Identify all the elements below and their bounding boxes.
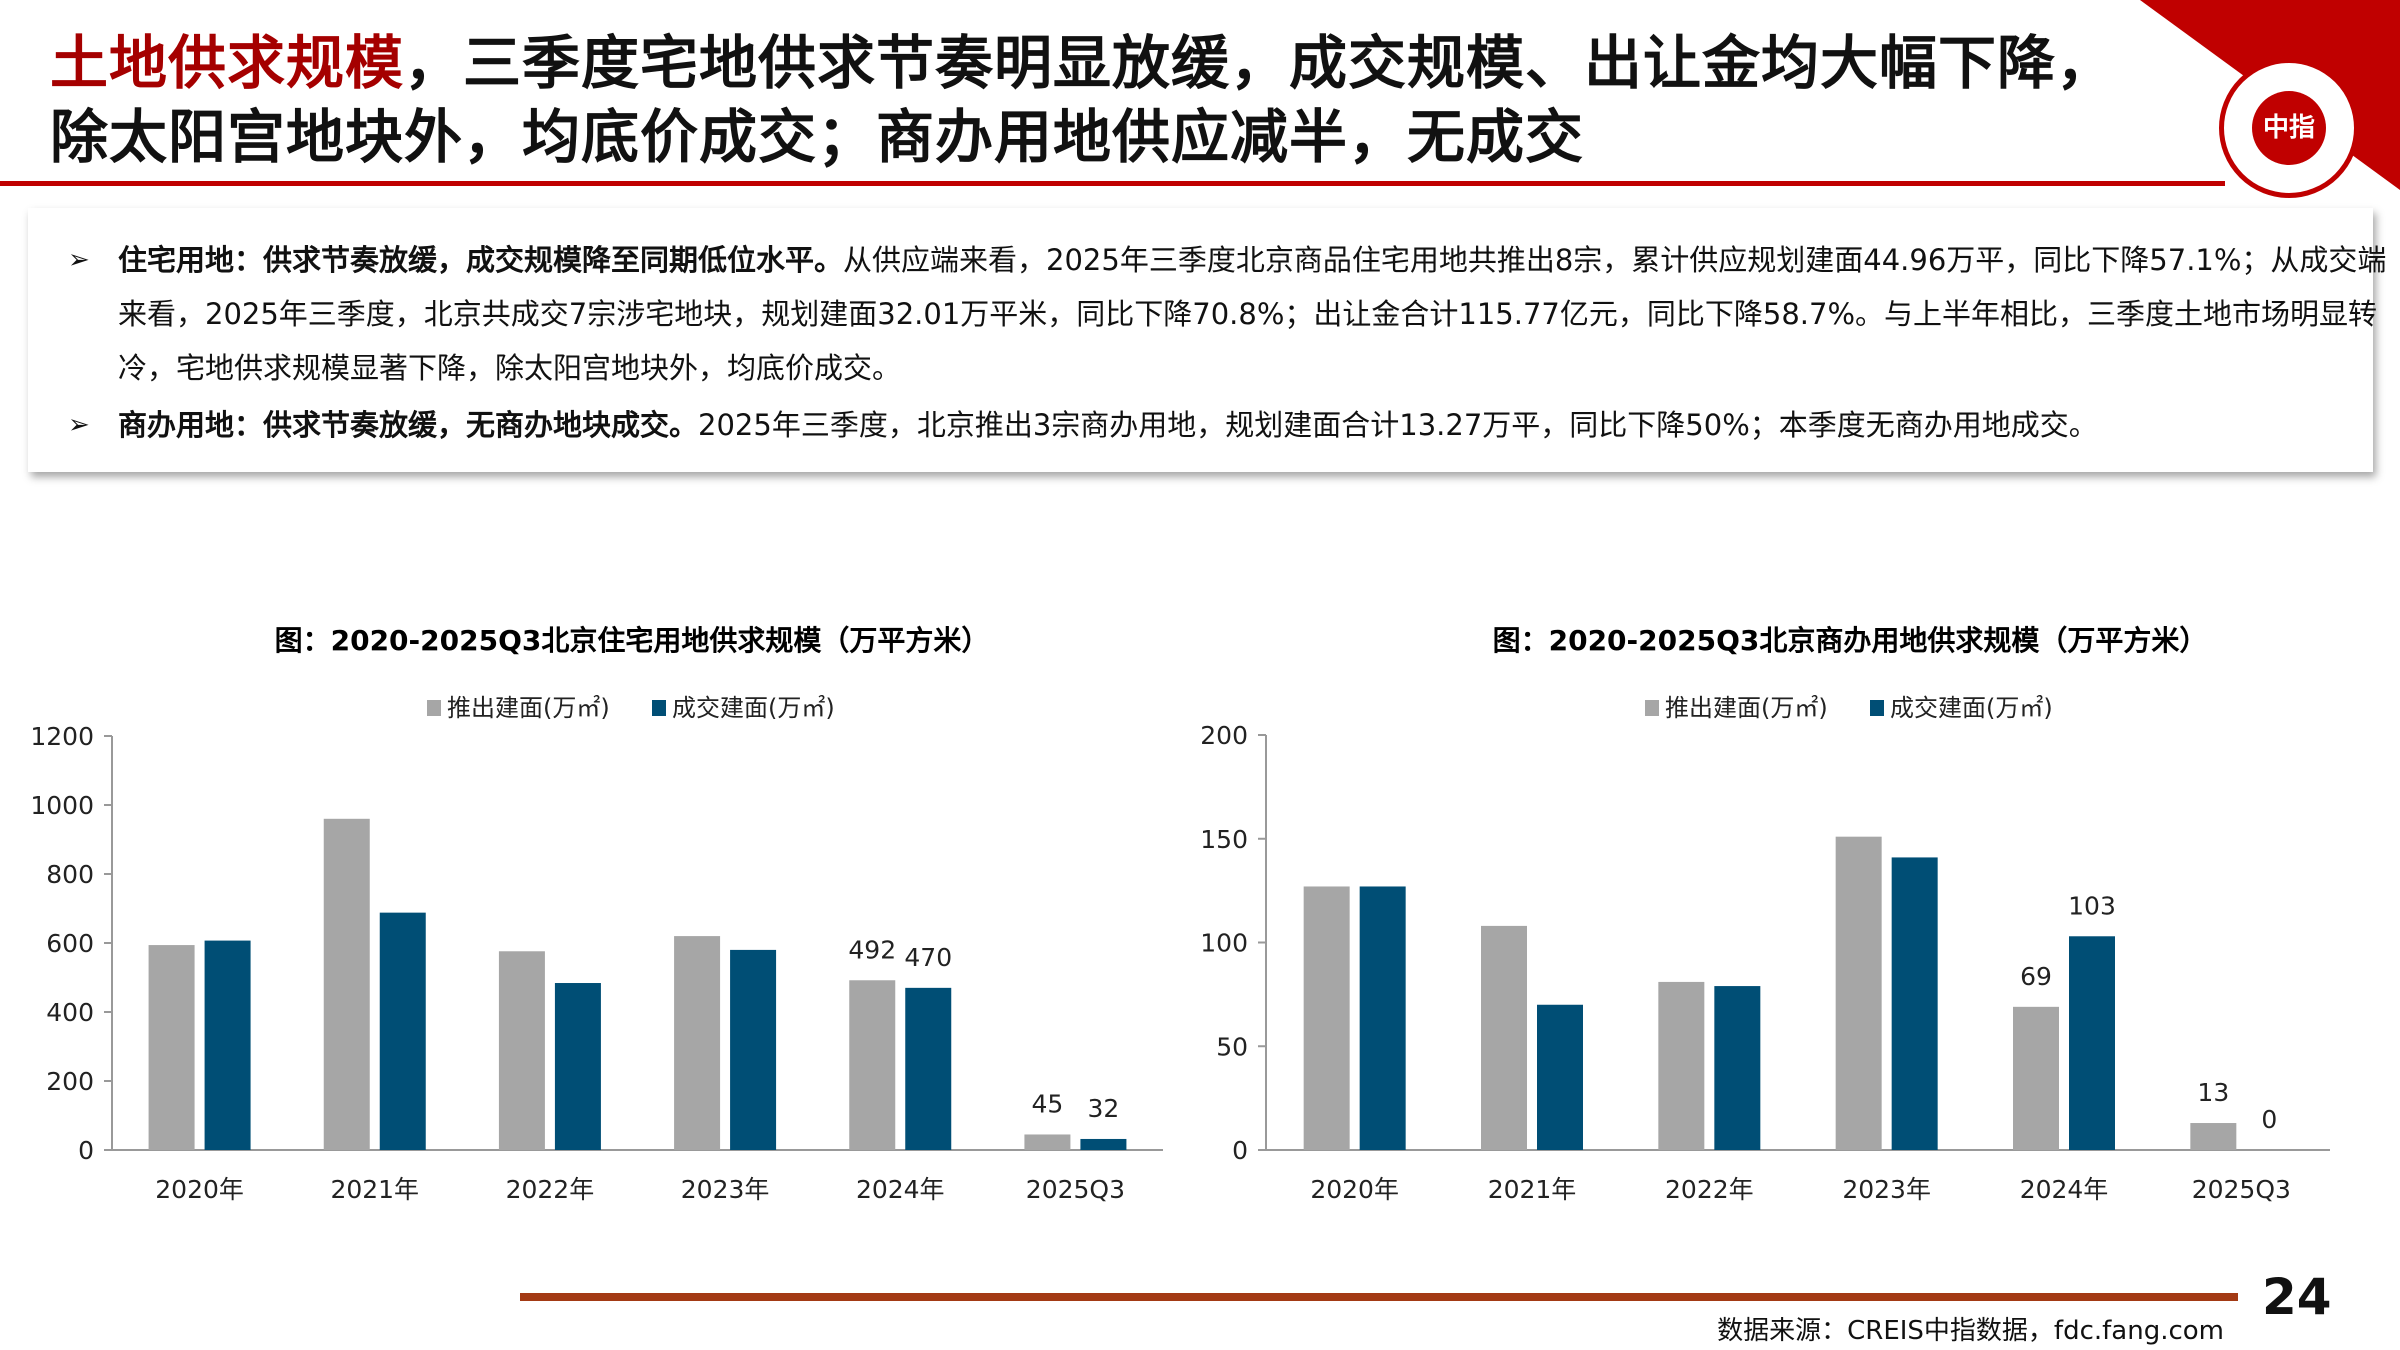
bar [379,912,426,1150]
bar [2069,936,2115,1150]
bullet-text: 从供应端来看，2025年三季度北京商品住宅用地共推出8宗，累计供应规划建面44.… [118,243,2387,385]
y-tick-label: 0 [78,1136,94,1165]
bar [204,940,251,1150]
bar [554,983,601,1150]
bar [1714,986,1761,1150]
arrow-bullet-icon: ➢ [68,245,90,275]
data-label: 45 [1032,1089,1064,1118]
x-tick-label: 2025Q3 [2192,1175,2291,1204]
page-number: 24 [2262,1268,2332,1326]
commercial-land-chart: 图：2020-2025Q3北京商办用地供求规模（万平方米） 推出建面(万㎡) 成交建… [1200,624,2330,1204]
bar [1359,886,1406,1150]
bar [498,951,545,1150]
x-tick-label: 2024年 [2020,1175,2109,1204]
bar [148,945,195,1150]
x-tick-label: 2022年 [506,1175,595,1204]
data-label: 13 [2197,1078,2229,1107]
legend-label: 成交建面(万㎡) [672,694,835,722]
bar [1537,1004,1583,1150]
x-tick-label: 2025Q3 [1026,1175,1125,1204]
bullet-heading: 住宅用地：供求节奏放缓，成交规模降至同期低位水平。 [118,243,844,277]
x-tick-label: 2021年 [330,1175,419,1204]
data-label: 0 [2261,1105,2277,1134]
data-source: 数据来源：CREIS中指数据，fdc.fang.com [1717,1316,2224,1346]
residential-land-chart: 图：2020-2025Q3北京住宅用地供求规模（万平方米） 推出建面(万㎡) 成交建… [30,624,1163,1204]
data-label: 103 [2068,891,2116,920]
y-tick-label: 1200 [30,722,94,751]
y-tick-label: 1000 [30,791,94,820]
x-tick-label: 2022年 [1665,1175,1754,1204]
bar [849,980,896,1150]
x-tick-label: 2021年 [1488,1175,1577,1204]
title-divider [0,181,2225,186]
bar [2190,1123,2237,1150]
summary-box: ➢ 住宅用地：供求节奏放缓，成交规模降至同期低位水平。从供应端来看，2025年三… [28,208,2386,472]
legend-swatch [652,700,666,716]
footer-divider [520,1293,2238,1301]
title-rest: ，三季度宅地供求节奏明显放缓，成交规模、出让金均大幅下降，除太阳宫地块外，均底价… [50,29,2116,171]
y-tick-label: 200 [1200,721,1248,750]
legend-swatch [427,700,441,716]
bar [1891,857,1938,1150]
x-tick-label: 2023年 [681,1175,770,1204]
x-tick-label: 2024年 [856,1175,945,1204]
bar [323,818,370,1150]
bar [1835,836,1882,1150]
chart-title: 图：2020-2025Q3北京商办用地供求规模（万平方米） [1493,624,2208,657]
bar [1303,886,1350,1150]
data-label: 470 [904,943,952,972]
legend-label: 推出建面(万㎡) [1665,694,1828,722]
bar [730,949,777,1150]
bullet-heading: 商办用地：供求节奏放缓，无商办地块成交。 [118,408,699,442]
y-tick-label: 50 [1216,1032,1248,1061]
bar [1658,981,1705,1150]
legend-swatch [1645,700,1659,716]
title-highlight: 土地供求规模 [50,29,405,97]
y-tick-label: 600 [46,929,94,958]
legend-label: 推出建面(万㎡) [447,694,610,722]
y-tick-label: 150 [1200,825,1248,854]
bar [1481,925,1527,1150]
logo-mark: 中指 [2252,91,2326,165]
legend-swatch [1870,700,1884,716]
y-tick-label: 800 [46,860,94,889]
bullet-text: 2025年三季度，北京推出3宗商办用地，规划建面合计13.27万平，同比下降50… [698,408,2098,442]
y-tick-label: 0 [1232,1136,1248,1165]
data-label: 69 [2020,962,2052,991]
bullet-commercial: ➢ 商办用地：供求节奏放缓，无商办地块成交。2025年三季度，北京推出3宗商办用… [48,398,2388,452]
y-tick-label: 400 [46,998,94,1027]
x-tick-label: 2020年 [1310,1175,1399,1204]
china-index-academy-logo: 中指 [2219,58,2359,198]
y-tick-label: 200 [46,1067,94,1096]
bar [1024,1134,1071,1150]
data-label: 32 [1088,1094,1120,1123]
chart-title: 图：2020-2025Q3北京住宅用地供求规模（万平方米） [275,624,990,657]
bar [2013,1006,2059,1150]
legend-label: 成交建面(万㎡) [1890,694,2053,722]
x-tick-label: 2023年 [1842,1175,1931,1204]
y-tick-label: 100 [1200,929,1248,958]
bullet-residential: ➢ 住宅用地：供求节奏放缓，成交规模降至同期低位水平。从供应端来看，2025年三… [48,233,2388,395]
bar [1080,1138,1127,1150]
bar [905,987,952,1150]
x-tick-label: 2020年 [155,1175,244,1204]
data-label: 492 [848,935,896,964]
arrow-bullet-icon: ➢ [68,410,90,440]
page-title: 土地供求规模，三季度宅地供求节奏明显放缓，成交规模、出让金均大幅下降，除太阳宫地… [50,26,2150,174]
bar [674,936,721,1150]
